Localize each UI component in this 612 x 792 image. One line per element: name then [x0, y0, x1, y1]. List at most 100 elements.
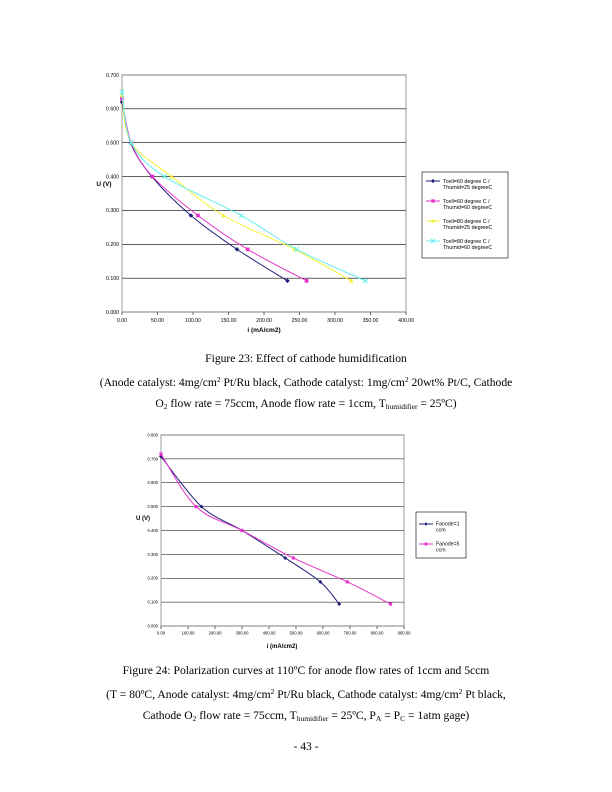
y-tick-label: 0.400: [148, 528, 159, 533]
x-tick-label: 300.00: [236, 630, 249, 635]
figure-24-caption-title: Figure 24: Polarization curves at 110ºC …: [122, 664, 490, 677]
y-tick-label: 0.000: [106, 310, 119, 316]
data-series: [159, 452, 393, 607]
x-tick-label: 50.00: [151, 318, 164, 324]
data-series-group: [119, 89, 369, 284]
point-marker: [294, 246, 300, 253]
y-tick-labels: 0.000 0.100 0.200 0.300 0.400 0.500 0.600 0.700…: [148, 432, 159, 628]
x-tick-label: 250.00: [292, 318, 308, 324]
y-tick-label: 0.000: [148, 623, 159, 628]
plot-area-border: [160, 434, 405, 627]
y-tick-label: 0.700: [106, 73, 119, 79]
legend-label: Fanode=1: [436, 521, 460, 527]
x-axis-label: i (mA/cm2): [267, 644, 298, 650]
point-marker: [337, 602, 342, 607]
plot-area-border: [121, 74, 407, 313]
y-tick-label: 0.300: [148, 552, 159, 557]
x-tick-labels: 0.00 50.00 100.00 150.00 200.00 250.00 300.00 3…: [117, 318, 414, 324]
legend-label: Thumid=60 degreeC: [443, 245, 492, 251]
y-tick-label: 0.100: [106, 276, 119, 282]
point-marker: [304, 279, 309, 283]
point-marker: [431, 199, 435, 203]
x-tick-label: 500.00: [290, 630, 303, 635]
point-marker: [119, 89, 125, 95]
point-marker: [291, 556, 295, 560]
x-tick-label: 200.00: [209, 630, 222, 635]
point-marker: [424, 522, 428, 526]
x-tick-label: 600.00: [317, 630, 330, 635]
data-series: [119, 89, 369, 284]
figure-23-caption-details: (Anode catalyst: 4mg/cm2 Pt/Ru black, Ca…: [99, 375, 513, 411]
series-line: [160, 453, 391, 605]
x-tick-label: 0.00: [117, 318, 127, 324]
point-marker: [196, 213, 200, 218]
x-tick-label: 700.00: [344, 630, 357, 635]
point-marker: [345, 580, 349, 584]
legend-label: ccm: [436, 527, 446, 533]
gridlines: [160, 434, 405, 629]
legend-label: Thumid=25 degreeC: [443, 225, 492, 231]
point-marker: [199, 504, 204, 509]
gridlines: [121, 74, 407, 315]
legend-label: Tcell=60 degree C /: [443, 179, 490, 185]
point-marker: [169, 174, 174, 179]
figure-23-caption-title: Figure 23: Effect of cathode humidificat…: [205, 352, 407, 365]
legend-label: Fanode=5: [436, 541, 460, 547]
point-marker: [150, 174, 155, 179]
y-tick-label: 0.500: [106, 141, 119, 147]
y-tick-label: 0.400: [106, 174, 119, 180]
point-marker: [234, 247, 240, 252]
legend: Tcell=60 degree C /Thumid=25 degreeCTcel…: [426, 179, 492, 251]
y-axis-label: U (V): [136, 516, 150, 522]
point-marker: [161, 173, 168, 180]
y-tick-label: 0.300: [106, 208, 119, 214]
point-marker: [283, 555, 288, 560]
legend-label: Tcell=60 degree C /: [443, 199, 490, 205]
point-marker: [285, 278, 290, 284]
point-marker: [238, 212, 244, 219]
x-tick-label: 100.00: [185, 318, 201, 324]
x-tick-label: 150.00: [221, 318, 237, 324]
x-tick-label: 400.00: [263, 630, 276, 635]
page-number: - 43 -: [293, 740, 319, 753]
x-tick-label: 100.00: [182, 630, 195, 635]
y-tick-label: 0.500: [148, 504, 159, 509]
x-tick-label: 350.00: [363, 318, 379, 324]
point-marker: [240, 528, 244, 533]
legend-label: Thumid=25 degreeC: [443, 185, 492, 191]
point-marker: [318, 579, 323, 584]
x-tick-label: 900.00: [398, 630, 411, 635]
point-marker: [245, 247, 250, 252]
y-tick-label: 0.800: [148, 432, 159, 437]
point-marker: [388, 602, 393, 606]
y-tick-label: 0.700: [148, 456, 159, 461]
y-axis-label: U (V): [96, 181, 111, 188]
point-marker: [362, 278, 369, 284]
figure-24-caption-details: (T = 80ºC, Anode catalyst: 4mg/cm2 Pt/Ru…: [106, 687, 506, 723]
x-tick-label: 200.00: [256, 318, 272, 324]
point-marker: [430, 238, 436, 244]
legend-label: ccm: [436, 547, 446, 553]
y-tick-labels: 0.000 0.100 0.200 0.300 0.400 0.500 0.600 0.700: [106, 73, 119, 316]
figure-23-chart: 0.000 0.100 0.200 0.300 0.400 0.500 0.600 0.700…: [96, 73, 509, 334]
x-tick-labels: 0.00 100.00 200.00 300.00 400.00 500.00 600.00…: [157, 630, 411, 635]
figure-24-chart: 0.000 0.100 0.200 0.300 0.400 0.500 0.600 0.700…: [136, 432, 467, 650]
point-marker: [188, 213, 194, 218]
legend-label: Tcell=80 degree C /: [443, 219, 490, 225]
point-marker: [430, 178, 436, 184]
y-tick-label: 0.600: [148, 480, 159, 485]
point-marker: [424, 542, 428, 546]
y-tick-label: 0.200: [148, 576, 159, 581]
x-tick-label: 300.00: [327, 318, 343, 324]
y-tick-label: 0.600: [106, 107, 119, 113]
x-tick-label: 0.00: [157, 630, 166, 635]
x-tick-label: 400.00: [398, 318, 414, 324]
y-tick-label: 0.200: [106, 242, 119, 248]
legend-box: [415, 511, 467, 559]
y-tick-label: 0.100: [148, 600, 159, 605]
point-marker: [194, 505, 198, 509]
point-marker: [128, 140, 134, 146]
point-marker: [159, 452, 163, 456]
point-marker: [349, 278, 354, 283]
